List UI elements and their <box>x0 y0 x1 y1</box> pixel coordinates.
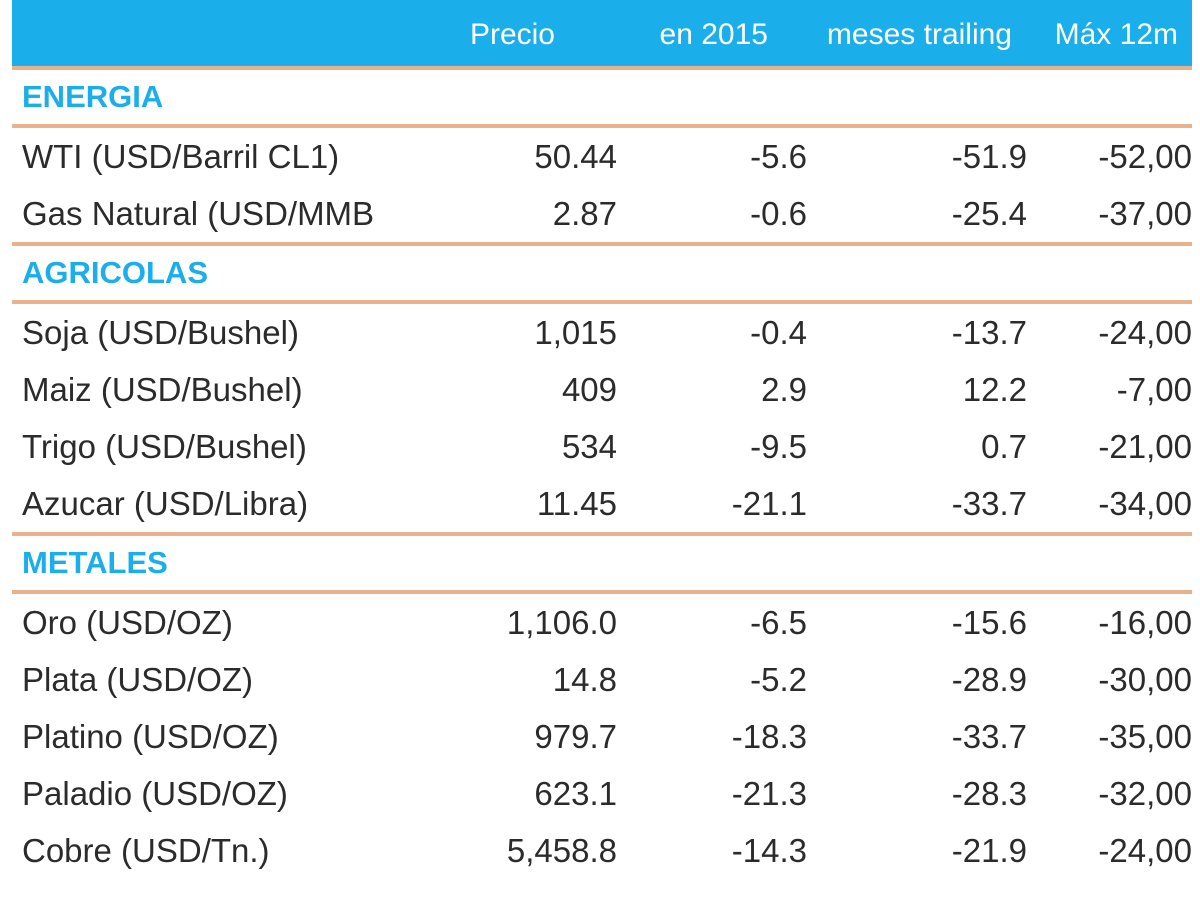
commodity-label: Cobre (USD/Tn.) <box>22 831 270 869</box>
max-12m-cell: -32,00 <box>1098 774 1192 812</box>
price-cell: 409 <box>561 370 617 408</box>
table-row: Paladio (USD/OZ) 623.1 -21.3 -28.3 -32,0… <box>12 765 1192 822</box>
price-cell: 2.87 <box>432 185 617 246</box>
change-2015-cell: -9.5 <box>750 427 807 465</box>
price-cell: 5,458.8 <box>506 831 617 869</box>
max-12m-cell: -30,00 <box>1098 660 1192 698</box>
commodity-label: WTI (USD/Barril CL1) <box>22 137 340 175</box>
table-header: Precio en 2015 meses trailing Máx 12m <box>12 0 1192 70</box>
commodity-label: Plata (USD/OZ) <box>22 660 254 698</box>
change-2015-cell: 2.9 <box>761 370 807 408</box>
trailing-cell: -33.7 <box>951 717 1027 755</box>
table-row: Platino (USD/OZ) 979.7 -18.3 -33.7 -35,0… <box>12 708 1192 765</box>
commodity-label: Paladio (USD/OZ) <box>22 774 288 812</box>
price-cell: 1,106.0 <box>506 603 617 641</box>
col-header-en-2015: en 2015 <box>659 18 768 51</box>
change-2015-cell: -6.5 <box>750 603 807 641</box>
commodity-label: Oro (USD/OZ) <box>22 603 233 641</box>
max-12m-cell: -52,00 <box>1098 137 1192 175</box>
col-header-precio: Precio <box>469 18 555 51</box>
max-12m-cell: -24,00 <box>1098 313 1192 351</box>
section-header-agricolas: AGRICOLAS <box>12 244 1192 304</box>
max-12m-cell: -24,00 <box>1098 831 1192 869</box>
price-cell: 50.44 <box>534 137 617 175</box>
table-row: WTI (USD/Barril CL1) 50.44 -5.6 -51.9 -5… <box>12 126 1192 185</box>
commodity-label: Gas Natural (USD/MMB <box>12 185 432 246</box>
commodity-table: ENERGIA WTI (USD/Barril CL1) 50.44 -5.6 … <box>12 70 1192 879</box>
trailing-cell: 12.2 <box>962 370 1027 408</box>
max-12m-cell: -37,00 <box>1027 185 1192 246</box>
table-row: Azucar (USD/Libra) 11.45 -21.1 -33.7 -34… <box>12 475 1192 536</box>
trailing-cell: -51.9 <box>951 137 1027 175</box>
col-header-meses-trailing: meses trailing <box>826 18 1012 51</box>
price-cell: 14.8 <box>552 660 617 698</box>
max-12m-cell: -16,00 <box>1098 603 1192 641</box>
change-2015-cell: -5.2 <box>750 660 807 698</box>
price-cell: 979.7 <box>534 717 617 755</box>
change-2015-cell: -5.6 <box>750 137 807 175</box>
max-12m-cell: -35,00 <box>1098 717 1192 755</box>
table-row: Plata (USD/OZ) 14.8 -5.2 -28.9 -30,00 <box>12 651 1192 708</box>
trailing-cell: -28.3 <box>951 774 1027 812</box>
trailing-cell: -21.9 <box>951 831 1027 869</box>
max-12m-cell: -34,00 <box>1027 475 1192 536</box>
table-row: Trigo (USD/Bushel) 534 -9.5 0.7 -21,00 <box>12 418 1192 475</box>
change-2015-cell: -21.3 <box>731 774 807 812</box>
section-title: ENERGIA <box>12 70 1192 128</box>
price-cell: 534 <box>561 427 617 465</box>
change-2015-cell: -18.3 <box>731 717 807 755</box>
price-cell: 623.1 <box>534 774 617 812</box>
commodity-label: Platino (USD/OZ) <box>22 717 279 755</box>
col-header-max-12m: Máx 12m <box>1054 18 1178 51</box>
table-row: Soja (USD/Bushel) 1,015 -0.4 -13.7 -24,0… <box>12 302 1192 361</box>
section-title: AGRICOLAS <box>12 244 1192 304</box>
change-2015-cell: -21.1 <box>617 475 807 536</box>
max-12m-cell: -21,00 <box>1098 427 1192 465</box>
section-header-metales: METALES <box>12 534 1192 594</box>
trailing-cell: -25.4 <box>807 185 1027 246</box>
section-title: METALES <box>12 534 1192 594</box>
commodity-label: Azucar (USD/Libra) <box>12 475 432 536</box>
commodity-label: Trigo (USD/Bushel) <box>22 427 307 465</box>
section-header-energia: ENERGIA <box>12 70 1192 128</box>
trailing-cell: 0.7 <box>981 427 1027 465</box>
change-2015-cell: -0.6 <box>617 185 807 246</box>
table-row: Cobre (USD/Tn.) 5,458.8 -14.3 -21.9 -24,… <box>12 822 1192 879</box>
commodity-label: Soja (USD/Bushel) <box>22 313 299 351</box>
price-cell: 11.45 <box>432 475 617 536</box>
max-12m-cell: -7,00 <box>1116 370 1192 408</box>
trailing-cell: -15.6 <box>951 603 1027 641</box>
trailing-cell: -28.9 <box>951 660 1027 698</box>
change-2015-cell: -0.4 <box>750 313 807 351</box>
table-row: Maiz (USD/Bushel) 409 2.9 12.2 -7,00 <box>12 361 1192 418</box>
change-2015-cell: -14.3 <box>731 831 807 869</box>
trailing-cell: -33.7 <box>807 475 1027 536</box>
table-row: Gas Natural (USD/MMB 2.87 -0.6 -25.4 -37… <box>12 185 1192 246</box>
commodity-label: Maiz (USD/Bushel) <box>22 370 303 408</box>
price-cell: 1,015 <box>534 313 617 351</box>
table-row: Oro (USD/OZ) 1,106.0 -6.5 -15.6 -16,00 <box>12 592 1192 651</box>
trailing-cell: -13.7 <box>951 313 1027 351</box>
